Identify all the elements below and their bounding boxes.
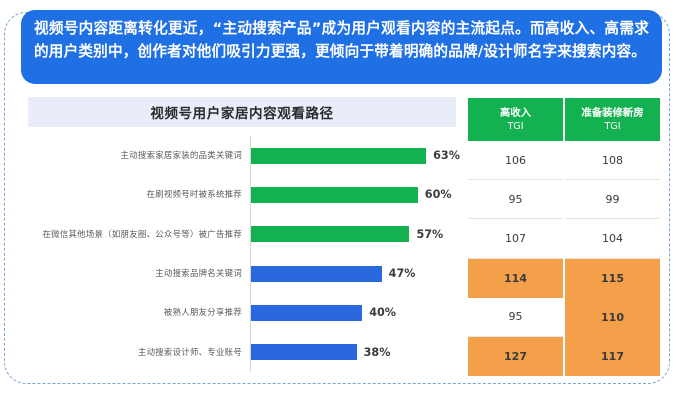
chart-bar-row: 主动搜索品牌名关键词 47%: [24, 254, 460, 293]
tgi-header-title-1: 准备装修新房: [581, 106, 644, 119]
chart-bar-value: 57%: [416, 227, 444, 241]
chart-category-label: 在微信其他场景（如朋友圈、公众号等）被广告推荐: [42, 228, 242, 239]
chart-bar-wrap: 38%: [251, 333, 390, 372]
chart-bar: [251, 186, 418, 203]
tgi-column-header-high-income: 高收入 TGI: [468, 98, 563, 141]
chart-bar-value: 38%: [363, 345, 391, 359]
chart-bar-row: 主动搜索设计师、专业账号 38%: [24, 333, 460, 372]
tgi-table-row: 107 104: [468, 219, 660, 259]
insight-banner: 视频号内容距离转化更近，“主动搜索产品”成为用户观看内容的主流起点。而高收入、高…: [21, 10, 662, 84]
chart-bar-wrap: 57%: [251, 215, 443, 254]
tgi-cell-highlighted: 114: [468, 258, 563, 298]
tgi-cell: 108: [565, 141, 660, 181]
chart-category-label: 主动搜索品牌名关键词: [155, 268, 242, 279]
tgi-cell: 107: [468, 219, 563, 259]
chart-bar-wrap: 47%: [251, 254, 415, 293]
chart-bar: [251, 226, 410, 243]
chart-bar: [251, 265, 382, 282]
tgi-cell-highlighted: 110: [565, 297, 660, 337]
tgi-table: 高收入 TGI 准备装修新房 TGI 106 108 95 99 107 104 114 11…: [468, 98, 660, 377]
chart-bar-wrap: 60%: [251, 175, 452, 214]
tgi-cell: 95: [468, 180, 563, 220]
tgi-table-body: 106 108 95 99 107 104 114 115 95 110 127 117: [468, 141, 660, 377]
chart-bar-row: 主动搜索家居家装的品类关键词 63%: [24, 136, 460, 175]
chart-bar-row: 在微信其他场景（如朋友圈、公众号等）被广告推荐 57%: [24, 215, 460, 254]
chart-bar-row: 在刷视频号时被系统推荐 60%: [24, 175, 460, 214]
chart-category-label: 主动搜索家居家装的品类关键词: [120, 150, 242, 161]
bar-chart-panel: 视频号用户家居内容观看路径 主动搜索家居家装的品类关键词 63% 在刷视频号时被系统…: [24, 92, 460, 380]
chart-bar-value: 40%: [369, 306, 396, 320]
tgi-table-header-row: 高收入 TGI 准备装修新房 TGI: [468, 98, 660, 141]
tgi-header-sub-0: TGI: [507, 120, 524, 132]
bar-chart-plot: 主动搜索家居家装的品类关键词 63% 在刷视频号时被系统推荐 60% 在微信其他场景（如…: [24, 136, 460, 372]
tgi-cell-highlighted: 115: [565, 258, 660, 298]
tgi-cell: 99: [565, 180, 660, 220]
chart-bar: [251, 344, 357, 361]
chart-bar: [251, 304, 363, 321]
chart-bar: [251, 147, 427, 164]
tgi-column-header-new-home: 准备装修新房 TGI: [565, 98, 660, 141]
chart-title: 视频号用户家居内容观看路径: [28, 97, 456, 127]
tgi-table-row: 114 115: [468, 258, 660, 298]
chart-axis-line: [250, 136, 251, 372]
tgi-header-sub-1: TGI: [604, 120, 621, 132]
chart-bar-wrap: 40%: [251, 293, 396, 332]
tgi-table-row: 127 117: [468, 336, 660, 377]
tgi-table-row: 95 110: [468, 297, 660, 337]
chart-bar-row: 被熟人朋友分享推荐 40%: [24, 293, 460, 332]
chart-bar-value: 63%: [433, 149, 460, 163]
tgi-cell: 106: [468, 141, 563, 181]
chart-category-label: 在刷视频号时被系统推荐: [146, 189, 242, 200]
tgi-table-row: 95 99: [468, 180, 660, 220]
chart-bar-value: 47%: [388, 267, 416, 281]
tgi-table-row: 106 108: [468, 141, 660, 181]
chart-bar-value: 60%: [424, 188, 452, 202]
tgi-header-title-0: 高收入: [499, 106, 532, 119]
tgi-cell: 104: [565, 219, 660, 259]
chart-category-label: 被熟人朋友分享推荐: [163, 307, 242, 318]
tgi-cell-highlighted: 127: [468, 336, 563, 377]
chart-bar-wrap: 63%: [251, 136, 460, 175]
tgi-cell: 95: [468, 297, 563, 337]
tgi-cell-highlighted: 117: [565, 336, 660, 377]
chart-category-label: 主动搜索设计师、专业账号: [137, 346, 242, 357]
